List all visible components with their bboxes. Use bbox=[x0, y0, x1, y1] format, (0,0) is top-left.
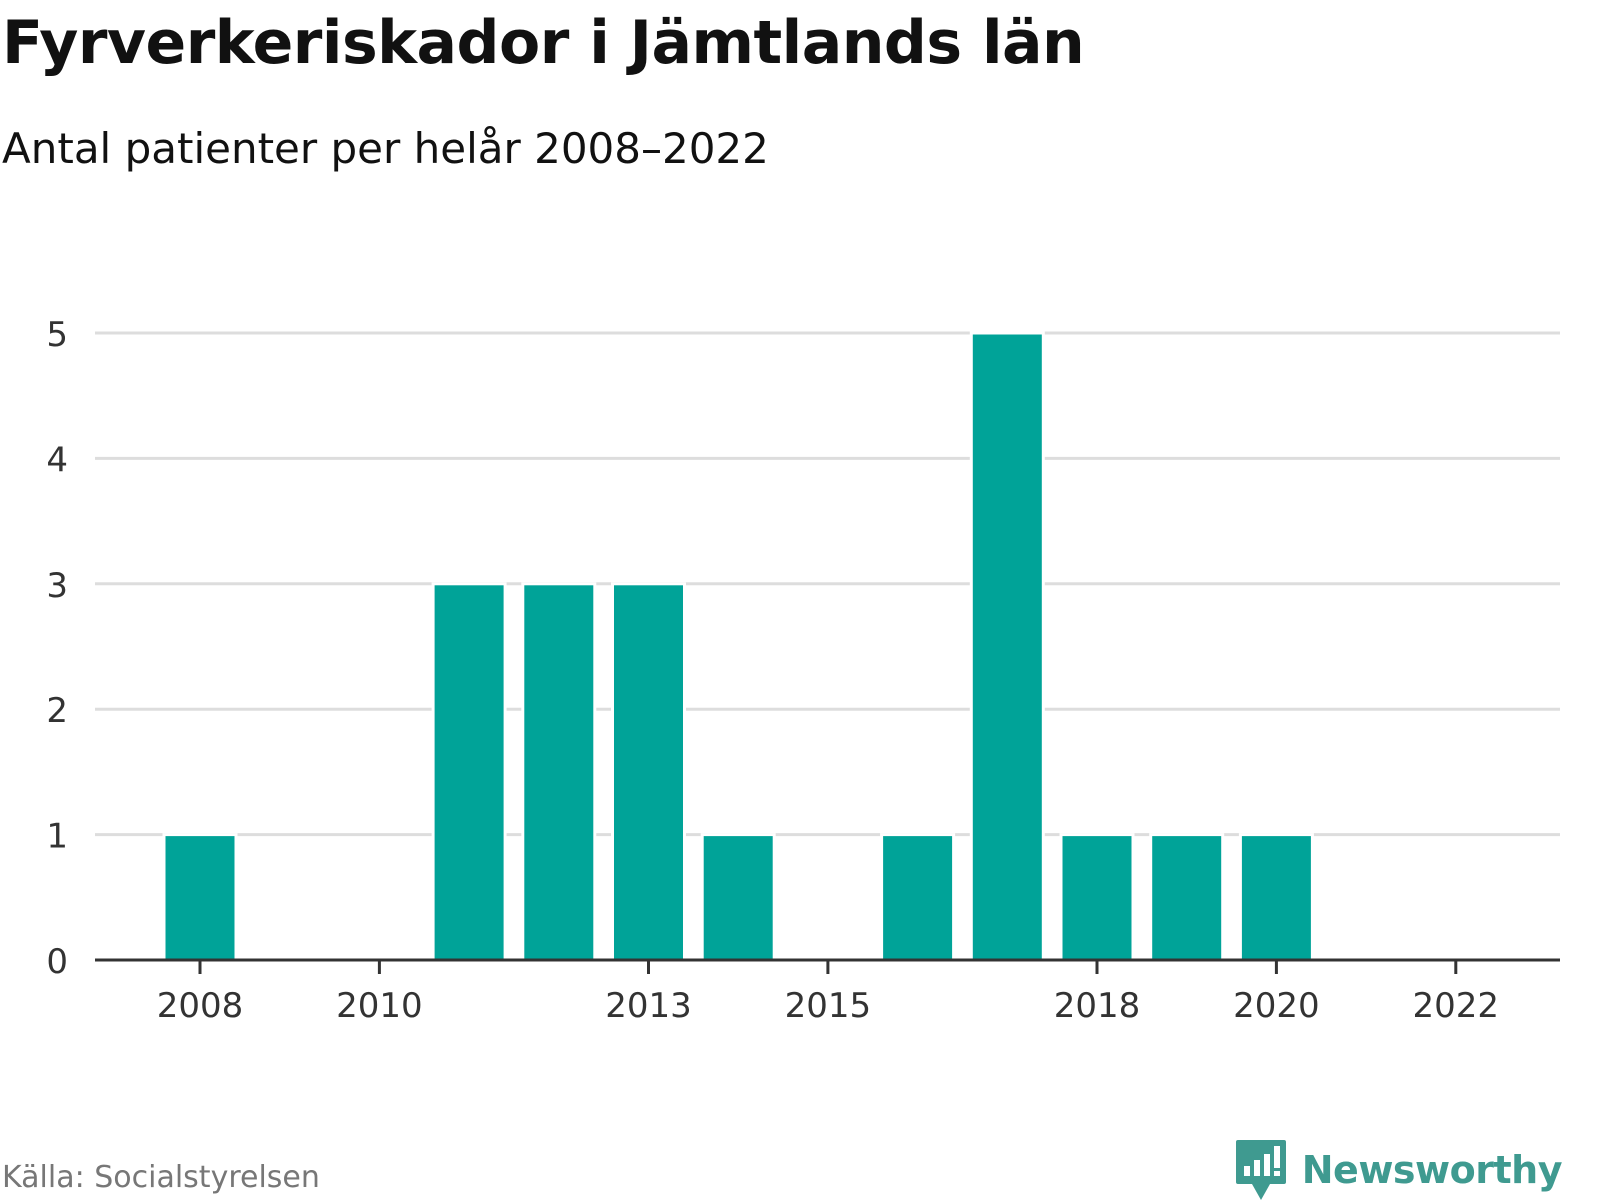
bar-chart: 0 1 2 3 4 5 2008 2010 2013 2015 2018 2020 2022 bbox=[46, 315, 1560, 1026]
x-tick-label: 2022 bbox=[1413, 986, 1500, 1026]
x-tick-label: 2018 bbox=[1054, 986, 1141, 1026]
chart-subtitle: Antal patienter per helår 2008–2022 bbox=[2, 124, 769, 173]
chart-title: Fyrverkeriskador i Jämtlands län bbox=[2, 8, 1085, 78]
x-tick-label: 2013 bbox=[605, 986, 692, 1026]
bar-2017 bbox=[969, 331, 1045, 962]
bar-2019 bbox=[1149, 833, 1225, 962]
y-tick-label: 3 bbox=[46, 566, 68, 606]
brand: Newsworthy bbox=[1234, 1138, 1563, 1202]
bars bbox=[162, 331, 1314, 962]
y-tick-label: 5 bbox=[46, 315, 68, 355]
x-tick-label: 2010 bbox=[336, 986, 423, 1026]
x-axis-tick-labels: 2008 2010 2013 2015 2018 2020 2022 bbox=[157, 986, 1499, 1026]
y-tick-label: 2 bbox=[46, 691, 68, 731]
bar-2012 bbox=[521, 582, 597, 962]
bar-2020 bbox=[1238, 833, 1314, 962]
y-tick-label: 1 bbox=[46, 817, 68, 857]
x-tick-label: 2020 bbox=[1233, 986, 1320, 1026]
y-axis-tick-labels: 0 1 2 3 4 5 bbox=[46, 315, 68, 982]
newsworthy-logo-icon bbox=[1235, 1140, 1286, 1200]
bar-2008 bbox=[162, 833, 238, 962]
grid-lines bbox=[95, 331, 1560, 837]
y-tick-label: 0 bbox=[46, 942, 68, 982]
x-tick-label: 2008 bbox=[157, 986, 244, 1026]
bar-2011 bbox=[431, 582, 507, 962]
x-axis bbox=[95, 958, 1560, 974]
bar-2014 bbox=[700, 833, 776, 962]
x-tick-label: 2015 bbox=[785, 986, 872, 1026]
bar-2013 bbox=[611, 582, 686, 962]
bar-2018 bbox=[1059, 833, 1135, 962]
bar-2016 bbox=[880, 833, 956, 962]
y-tick-label: 4 bbox=[46, 440, 68, 480]
brand-name: Newsworthy bbox=[1301, 1148, 1563, 1192]
source-note: Källa: Socialstyrelsen bbox=[2, 1160, 320, 1195]
